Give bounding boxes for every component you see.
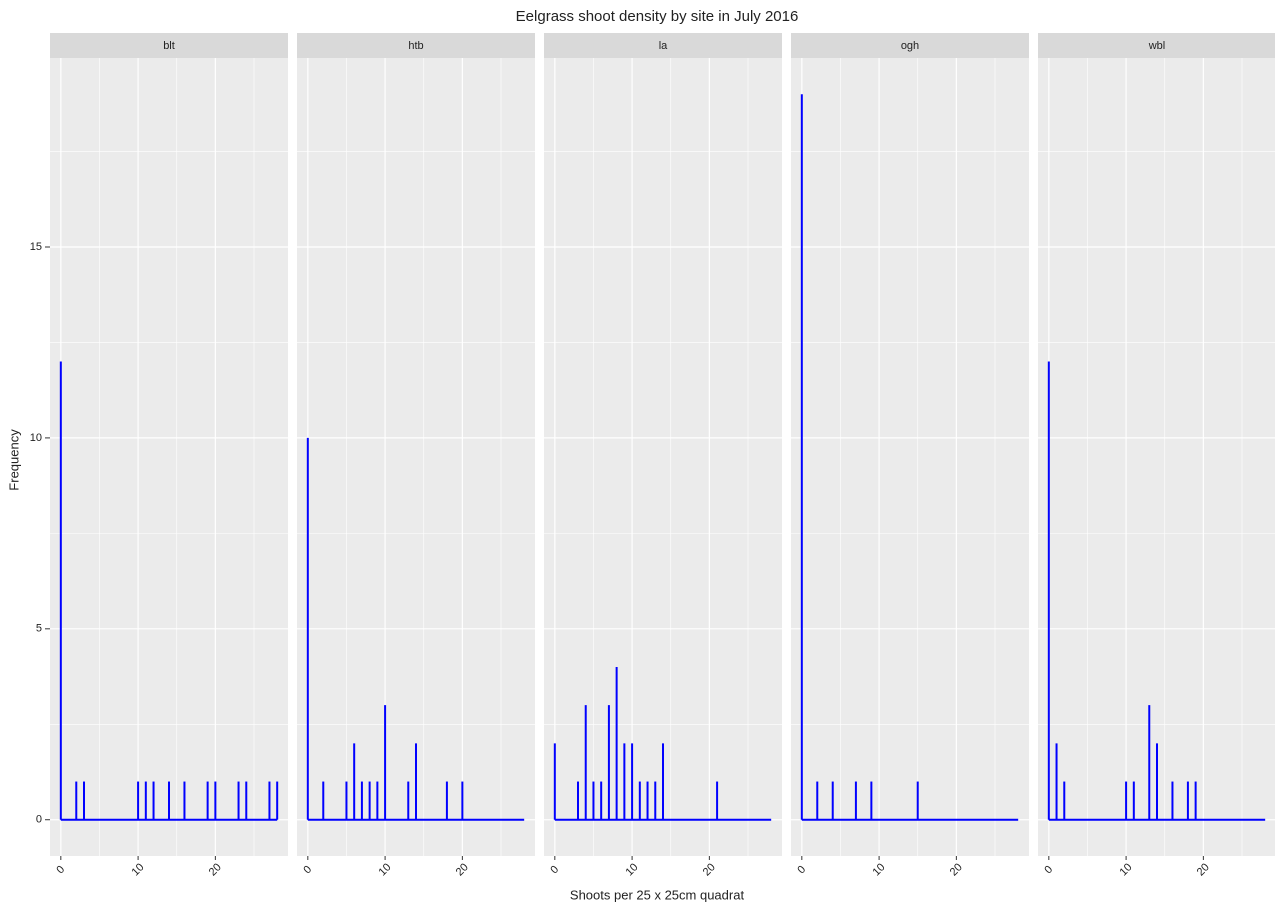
x-tick-label: 0 (548, 864, 561, 877)
x-tick-label: 10 (376, 861, 393, 878)
y-tick-label: 0 (36, 814, 42, 826)
facet-strip (1038, 33, 1275, 58)
panel-background (297, 58, 535, 856)
x-tick-label: 10 (870, 861, 887, 878)
y-axis-title: Frequency (6, 429, 21, 491)
y-tick-label: 5 (36, 623, 42, 635)
x-tick-label: 0 (1042, 864, 1055, 877)
facet-strip (297, 33, 535, 58)
panel-background (50, 58, 288, 856)
panel-background (1038, 58, 1275, 856)
x-tick-label: 10 (623, 861, 640, 878)
x-tick-label: 0 (301, 864, 314, 877)
x-tick-label: 20 (207, 861, 224, 878)
x-tick-label: 20 (1195, 861, 1212, 878)
facet-label: ogh (901, 40, 919, 52)
x-tick-label: 10 (129, 861, 146, 878)
facet-strip (50, 33, 288, 58)
y-tick-label: 10 (30, 432, 42, 444)
facet-label: blt (163, 40, 175, 52)
panel-background (544, 58, 782, 856)
x-tick-label: 0 (54, 864, 67, 877)
x-tick-label: 20 (948, 861, 965, 878)
facet-strip (544, 33, 782, 58)
y-tick-label: 15 (30, 241, 42, 253)
x-axis-title: Shoots per 25 x 25cm quadrat (570, 887, 745, 902)
facet-label: la (659, 40, 668, 52)
chart-title: Eelgrass shoot density by site in July 2… (516, 8, 799, 25)
x-tick-label: 20 (454, 861, 471, 878)
facet-strip (791, 33, 1029, 58)
x-tick-label: 20 (701, 861, 718, 878)
x-tick-label: 0 (795, 864, 808, 877)
panel-background (791, 58, 1029, 856)
facet-label: wbl (1148, 40, 1166, 52)
facet-label: htb (408, 40, 423, 52)
x-tick-label: 10 (1117, 861, 1134, 878)
